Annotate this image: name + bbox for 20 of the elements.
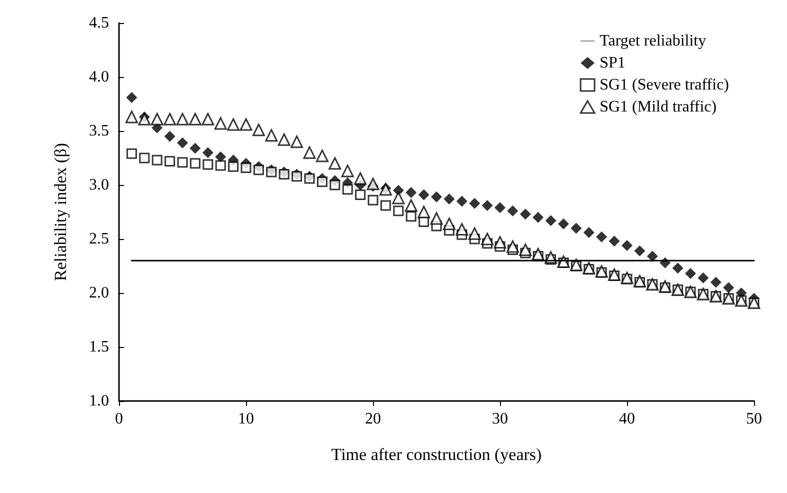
legend-label: Target reliability xyxy=(600,32,706,50)
y-tick-label: 4.0 xyxy=(89,68,109,86)
y-tick-label: 3.0 xyxy=(89,176,109,194)
x-tick-label: 0 xyxy=(115,410,123,428)
legend-label: SG1 (Severe traffic) xyxy=(600,76,730,94)
x-axis-title: Time after construction (years) xyxy=(331,445,542,464)
x-tick-label: 50 xyxy=(746,410,762,428)
y-tick-label: 2.0 xyxy=(89,284,109,302)
x-tick-label: 40 xyxy=(619,410,635,428)
y-tick-label: 4.5 xyxy=(89,14,109,32)
y-axis-title: Reliability index (β) xyxy=(51,142,70,282)
x-tick-label: 20 xyxy=(365,410,381,428)
y-tick-label: 2.5 xyxy=(89,230,109,248)
legend-label: SP1 xyxy=(600,54,626,72)
y-tick-label: 3.5 xyxy=(89,122,109,140)
y-tick-label: 1.0 xyxy=(89,392,109,410)
legend-label: SG1 (Mild traffic) xyxy=(600,98,717,116)
x-tick-label: 30 xyxy=(492,410,508,428)
y-tick-label: 1.5 xyxy=(89,338,109,356)
x-tick-label: 10 xyxy=(238,410,254,428)
